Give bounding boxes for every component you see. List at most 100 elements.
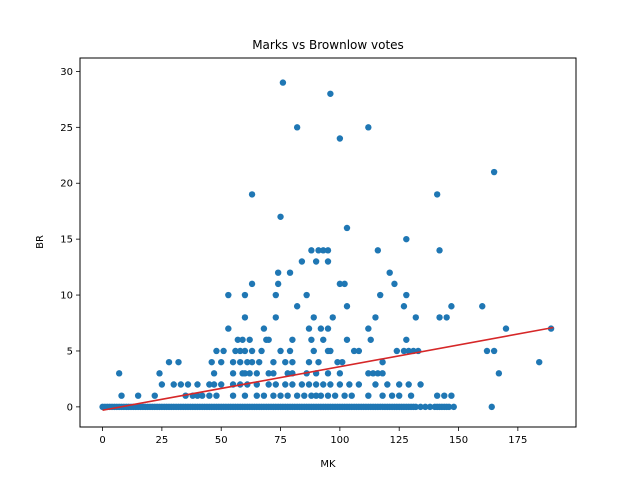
data-point [374,247,382,254]
data-point [396,392,403,399]
data-point [327,381,334,388]
data-point [239,336,246,343]
y-axis-label: BR [35,235,46,249]
y-axis-ticks: 0 5 10 15 20 25 30 [60,67,80,413]
data-point [305,358,313,366]
trend-line-layer [102,326,554,412]
data-point [336,280,344,288]
data-point [365,325,372,332]
axes-frame [79,57,577,428]
data-point [213,347,220,355]
data-point [391,280,398,288]
data-point [426,403,434,411]
chart-title: Marks vs Brownlow votes [252,38,404,52]
data-point [286,347,294,355]
data-point [248,358,256,366]
data-point [396,381,403,388]
data-point [206,392,213,399]
data-point [327,347,334,355]
data-point [343,303,351,310]
data-point [479,303,486,310]
data-point [317,392,325,399]
data-point [158,381,166,388]
data-point [258,347,265,355]
data-point [343,224,351,232]
data-point [433,392,441,399]
data-point [246,336,253,343]
data-point [151,392,158,399]
data-point [350,347,358,355]
data-point [234,336,242,343]
data-point [260,325,268,332]
data-point [225,325,232,332]
data-point [443,314,450,321]
data-point [208,358,215,366]
data-point [206,381,213,388]
data-point [282,358,289,366]
data-point [248,347,256,355]
y-tick-label: 15 [60,235,73,246]
data-point [298,381,306,388]
x-tick-label: 25 [156,435,169,446]
data-point [229,358,237,366]
y-tick-label: 25 [60,123,73,134]
data-point [331,392,339,399]
data-point [336,370,344,377]
data-point [184,381,192,388]
data-point [170,381,177,388]
data-point [210,370,218,377]
data-point [374,370,382,377]
data-point [210,381,218,388]
data-point [260,392,268,399]
data-point [274,269,282,276]
data-point [270,358,277,366]
data-point [379,392,386,399]
data-point [324,258,332,265]
data-point [393,347,401,355]
data-point [301,392,308,399]
data-point [346,381,353,388]
data-point [115,370,123,377]
data-point [279,79,287,86]
data-point [412,314,420,321]
data-point [312,381,320,388]
data-point [277,347,284,355]
data-point [365,124,372,131]
data-point [274,280,282,288]
data-point [213,392,220,399]
x-tick-label: 50 [215,435,228,446]
data-point [412,403,420,411]
data-point [436,247,443,254]
data-point [436,314,443,321]
data-point [400,303,408,310]
data-point [272,381,279,388]
data-point [225,291,232,299]
data-point [341,392,348,399]
data-point [253,370,260,377]
data-point [417,403,424,411]
data-point [315,358,322,366]
x-axis-ticks: 0 25 50 75 100 125 150 175 [99,427,527,446]
data-point [248,280,256,288]
data-point [450,403,457,411]
data-point [324,392,332,399]
x-tick-label: 75 [274,435,287,446]
data-point [272,314,279,321]
x-tick-label: 0 [99,435,105,446]
data-point [336,381,344,388]
data-point [400,347,408,355]
data-point [241,392,249,399]
data-point [388,392,396,399]
data-point [308,247,315,254]
data-point [422,403,429,411]
data-point [320,336,327,343]
data-point [367,336,374,343]
data-point [324,370,332,377]
data-point [448,392,455,399]
data-point [308,392,315,399]
data-point [365,392,372,399]
data-points [99,79,555,411]
data-point [488,403,495,411]
y-tick-label: 5 [67,346,73,357]
